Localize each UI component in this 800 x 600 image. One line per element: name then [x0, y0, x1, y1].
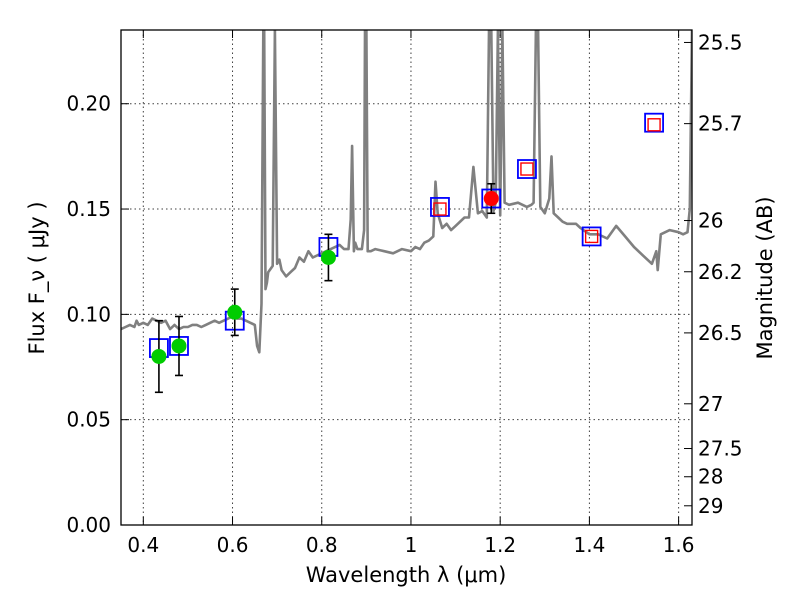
red-square-marker	[584, 229, 599, 244]
series-layer	[121, 30, 692, 394]
right-tick-label: 27.5	[698, 437, 743, 461]
blue-square-marker	[644, 112, 664, 133]
blue-square-marker	[517, 159, 537, 179]
y-tick-label: 0.20	[66, 92, 111, 116]
x-tick-label: 0.6	[217, 533, 249, 557]
right-tick-label: 25.7	[698, 112, 743, 136]
right-tick-label: 28	[698, 465, 723, 489]
x-tick-label: 1.6	[663, 533, 695, 557]
x-tick-label: 1.4	[573, 533, 605, 557]
right-tick-label: 27	[698, 392, 723, 416]
green-data-point	[151, 348, 167, 364]
right-tick-label: 29	[698, 494, 723, 518]
x-tick-label: 0.8	[306, 533, 338, 557]
axis-labels: Wavelength λ (μm) Flux F_ν ( μJy ) Magni…	[25, 196, 777, 587]
y-axis-label-right: Magnitude (AB)	[753, 196, 777, 359]
y-tick-label: 0.10	[66, 302, 111, 326]
plot-frame	[120, 29, 693, 526]
axes: 0.4 0.6 0.8 1 1.2 1.4 1.6 0.00 0.05 0.10 0.15 0.20 2…	[66, 29, 743, 557]
plot-background	[121, 30, 692, 525]
x-axis-label: Wavelength λ (μm)	[306, 563, 507, 587]
plot-area	[121, 30, 692, 525]
y-axis-label: Flux F_ν ( μJy )	[25, 201, 50, 354]
spectrum-line	[121, 30, 692, 354]
red-square-marker	[520, 162, 534, 176]
plot-clip-group	[121, 30, 692, 394]
y-tick-label: 0.00	[66, 513, 111, 537]
red-square-marker	[647, 118, 661, 132]
y-tick-label: 0.15	[66, 197, 111, 221]
y-tick-label: 0.05	[66, 408, 111, 432]
green-data-point	[227, 304, 243, 320]
right-tick-label: 26	[698, 209, 723, 233]
x-tick-label: 1.2	[484, 533, 516, 557]
right-tick-label: 25.5	[698, 30, 743, 54]
green-data-point	[171, 338, 187, 354]
right-tick-label: 26.5	[698, 321, 743, 345]
x-tick-label: 0.4	[127, 533, 159, 557]
red-square-marker	[433, 202, 447, 216]
right-tick-label: 26.2	[698, 260, 743, 284]
x-tick-label: 1	[405, 533, 418, 557]
grid	[121, 30, 692, 525]
red-data-point	[483, 191, 499, 207]
green-data-point	[320, 249, 336, 265]
blue-square-marker	[581, 226, 602, 247]
blue-square-marker	[430, 197, 450, 217]
